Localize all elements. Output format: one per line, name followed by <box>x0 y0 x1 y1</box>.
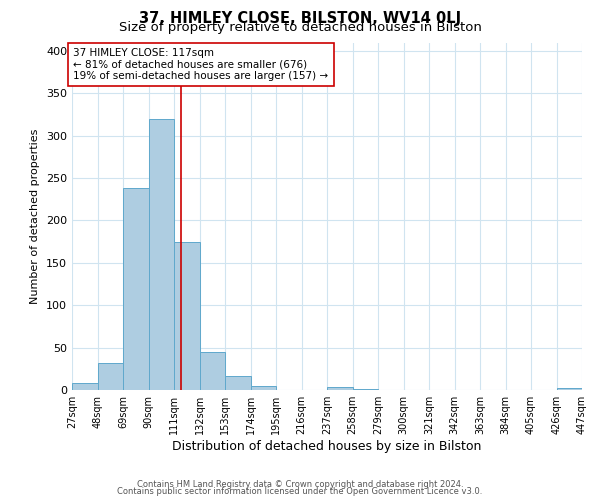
Text: Size of property relative to detached houses in Bilston: Size of property relative to detached ho… <box>119 21 481 34</box>
Y-axis label: Number of detached properties: Number of detached properties <box>31 128 40 304</box>
Bar <box>225 376 251 390</box>
Bar <box>327 388 353 390</box>
X-axis label: Distribution of detached houses by size in Bilston: Distribution of detached houses by size … <box>172 440 482 453</box>
Bar <box>557 388 582 390</box>
Bar <box>353 389 378 390</box>
Bar <box>123 188 149 390</box>
Bar <box>251 386 276 390</box>
Text: 37, HIMLEY CLOSE, BILSTON, WV14 0LJ: 37, HIMLEY CLOSE, BILSTON, WV14 0LJ <box>139 11 461 26</box>
Text: Contains public sector information licensed under the Open Government Licence v3: Contains public sector information licen… <box>118 487 482 496</box>
Text: Contains HM Land Registry data © Crown copyright and database right 2024.: Contains HM Land Registry data © Crown c… <box>137 480 463 489</box>
Bar <box>149 119 174 390</box>
Bar <box>199 352 225 390</box>
Bar <box>174 242 199 390</box>
Bar <box>72 383 97 390</box>
Text: 37 HIMLEY CLOSE: 117sqm
← 81% of detached houses are smaller (676)
19% of semi-d: 37 HIMLEY CLOSE: 117sqm ← 81% of detache… <box>73 48 328 81</box>
Bar <box>97 363 123 390</box>
